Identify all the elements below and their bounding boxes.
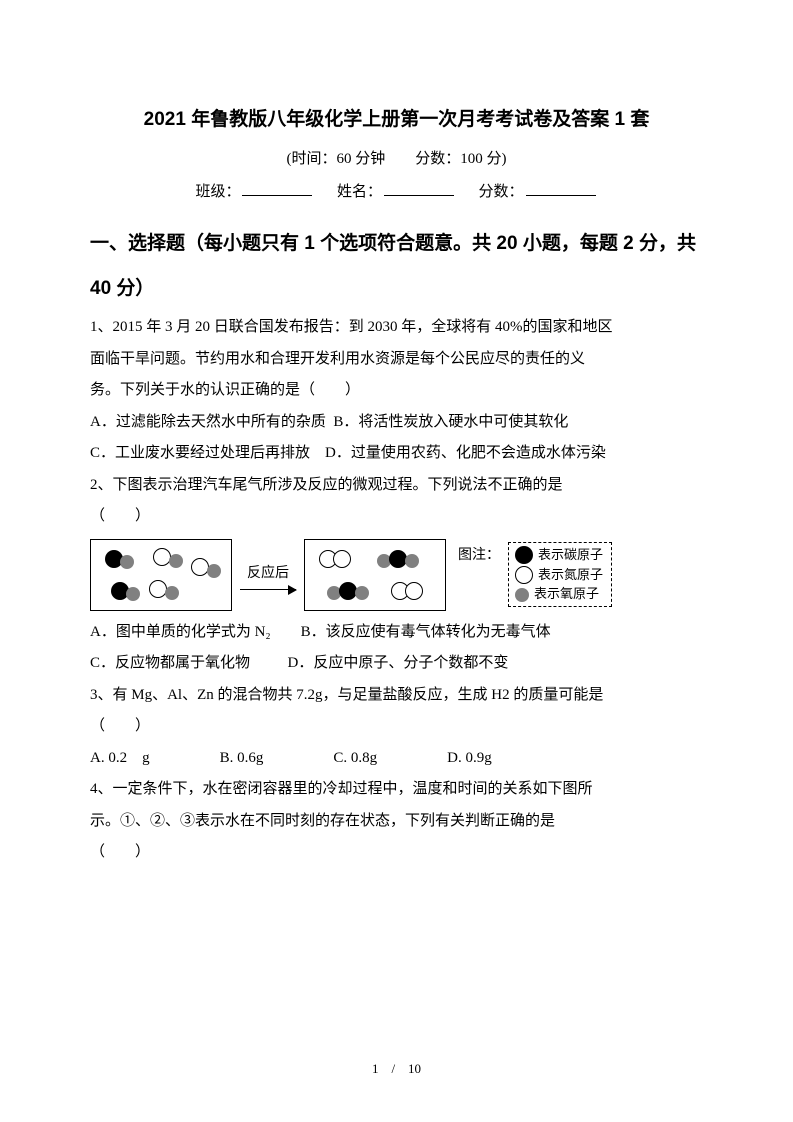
q3-options-row: A. 0.2 g B. 0.6g C. 0.8g D. 0.9g	[90, 743, 703, 775]
products-box	[304, 539, 446, 611]
q3-option-c: C. 0.8g	[333, 743, 377, 775]
q1-options-row1: A．过滤能除去天然水中所有的杂质 B．将活性炭放入硬水中可使其软化	[90, 407, 703, 439]
carbon-atom-icon	[515, 546, 533, 564]
name-label: 姓名：	[337, 184, 382, 200]
exam-meta: (时间：60 分钟 分数：100 分)	[90, 144, 703, 176]
oxygen-atom-icon	[405, 554, 419, 568]
q2-option-d: D．反应中原子、分子个数都不变	[288, 655, 509, 671]
legend-oxygen-label: 表示氧原子	[534, 586, 599, 603]
q2-option-b: B．该反应使有毒气体转化为无毒气体	[301, 624, 551, 640]
q1-option-d: D．过量使用农药、化肥不会造成水体污染	[325, 445, 606, 461]
legend-carbon-label: 表示碳原子	[538, 547, 603, 564]
question-1: 1、2015 年 3 月 20 日联合国发布报告：到 2030 年，全球将有 4…	[90, 312, 703, 470]
atom-legend: 表示碳原子 表示氮原子 表示氧原子	[508, 542, 612, 607]
reaction-arrow: 反应后	[240, 559, 296, 589]
q2-stem-line: 2、下图表示治理汽车尾气所涉及反应的微观过程。下列说法不正确的是	[90, 470, 703, 502]
question-3: 3、有 Mg、Al、Zn 的混合物共 7.2g，与足量盐酸反应，生成 H2 的质…	[90, 680, 703, 775]
q3-option-d: D. 0.9g	[447, 743, 492, 775]
score-label: 分数：	[479, 184, 524, 200]
legend-title: 图注：	[458, 539, 500, 570]
q2-reaction-diagram: 反应后 图注：	[90, 539, 703, 611]
q2-option-a: A．图中单质的化学式为 N₂	[90, 624, 271, 640]
q3-option-b: B. 0.6g	[220, 743, 264, 775]
score-blank[interactable]	[526, 180, 596, 196]
question-2: 2、下图表示治理汽车尾气所涉及反应的微观过程。下列说法不正确的是 （ ）	[90, 470, 703, 680]
arrow-icon	[240, 589, 296, 590]
oxygen-atom-icon	[169, 554, 183, 568]
q4-stem-line: （ ）	[90, 837, 703, 869]
legend-nitrogen-label: 表示氮原子	[538, 567, 603, 584]
class-label: 班级：	[195, 184, 240, 200]
legend-carbon: 表示碳原子	[515, 546, 603, 564]
q3-stem-line: （ ）	[90, 711, 703, 743]
student-info-row: 班级： 姓名： 分数：	[90, 177, 703, 209]
q1-options-row2: C．工业废水要经过处理后再排放 D．过量使用农药、化肥不会造成水体污染	[90, 438, 703, 470]
q1-option-b: B．将活性炭放入硬水中可使其软化	[333, 414, 568, 430]
q2-option-c: C．反应物都属于氧化物	[90, 655, 250, 671]
q3-option-a: A. 0.2 g	[90, 743, 150, 775]
section-1-heading: 一、选择题（每小题只有 1 个选项符合题意。共 20 小题，每题 2 分，共 4…	[90, 221, 703, 312]
oxygen-atom-icon	[207, 564, 221, 578]
nitrogen-atom-icon	[405, 582, 423, 600]
legend-nitrogen: 表示氮原子	[515, 566, 603, 584]
arrow-label: 反应后	[247, 559, 289, 588]
q2-stem-line: （ ）	[90, 501, 703, 533]
oxygen-atom-icon	[126, 587, 140, 601]
q1-stem-line: 面临干旱问题。节约用水和合理开发利用水资源是每个公民应尽的责任的义	[90, 344, 703, 376]
q4-stem-line: 示。①、②、③表示水在不同时刻的存在状态，下列有关判断正确的是	[90, 806, 703, 838]
oxygen-atom-icon	[355, 586, 369, 600]
q2-options-row2: C．反应物都属于氧化物 D．反应中原子、分子个数都不变	[90, 648, 703, 680]
nitrogen-atom-icon	[515, 566, 533, 584]
class-blank[interactable]	[242, 180, 312, 196]
nitrogen-atom-icon	[333, 550, 351, 568]
q1-stem-line: 务。下列关于水的认识正确的是（ ）	[90, 375, 703, 407]
q3-stem-line: 3、有 Mg、Al、Zn 的混合物共 7.2g，与足量盐酸反应，生成 H2 的质…	[90, 680, 703, 712]
reactants-box	[90, 539, 232, 611]
exam-page: 2021 年鲁教版八年级化学上册第一次月考考试卷及答案 1 套 (时间：60 分…	[0, 0, 793, 1122]
q1-option-c: C．工业废水要经过处理后再排放	[90, 445, 310, 461]
legend-oxygen: 表示氧原子	[515, 586, 603, 603]
q1-stem-line: 1、2015 年 3 月 20 日联合国发布报告：到 2030 年，全球将有 4…	[90, 312, 703, 344]
q1-option-a: A．过滤能除去天然水中所有的杂质	[90, 414, 326, 430]
page-footer: 1 / 10	[0, 1055, 793, 1082]
page-title: 2021 年鲁教版八年级化学上册第一次月考考试卷及答案 1 套	[90, 100, 703, 140]
q2-options-row1: A．图中单质的化学式为 N₂ B．该反应使有毒气体转化为无毒气体	[90, 617, 703, 649]
oxygen-atom-icon	[165, 586, 179, 600]
oxygen-atom-icon	[515, 588, 529, 602]
question-4: 4、一定条件下，水在密闭容器里的冷却过程中，温度和时间的关系如下图所 示。①、②…	[90, 774, 703, 869]
name-blank[interactable]	[384, 180, 454, 196]
oxygen-atom-icon	[120, 555, 134, 569]
q4-stem-line: 4、一定条件下，水在密闭容器里的冷却过程中，温度和时间的关系如下图所	[90, 774, 703, 806]
